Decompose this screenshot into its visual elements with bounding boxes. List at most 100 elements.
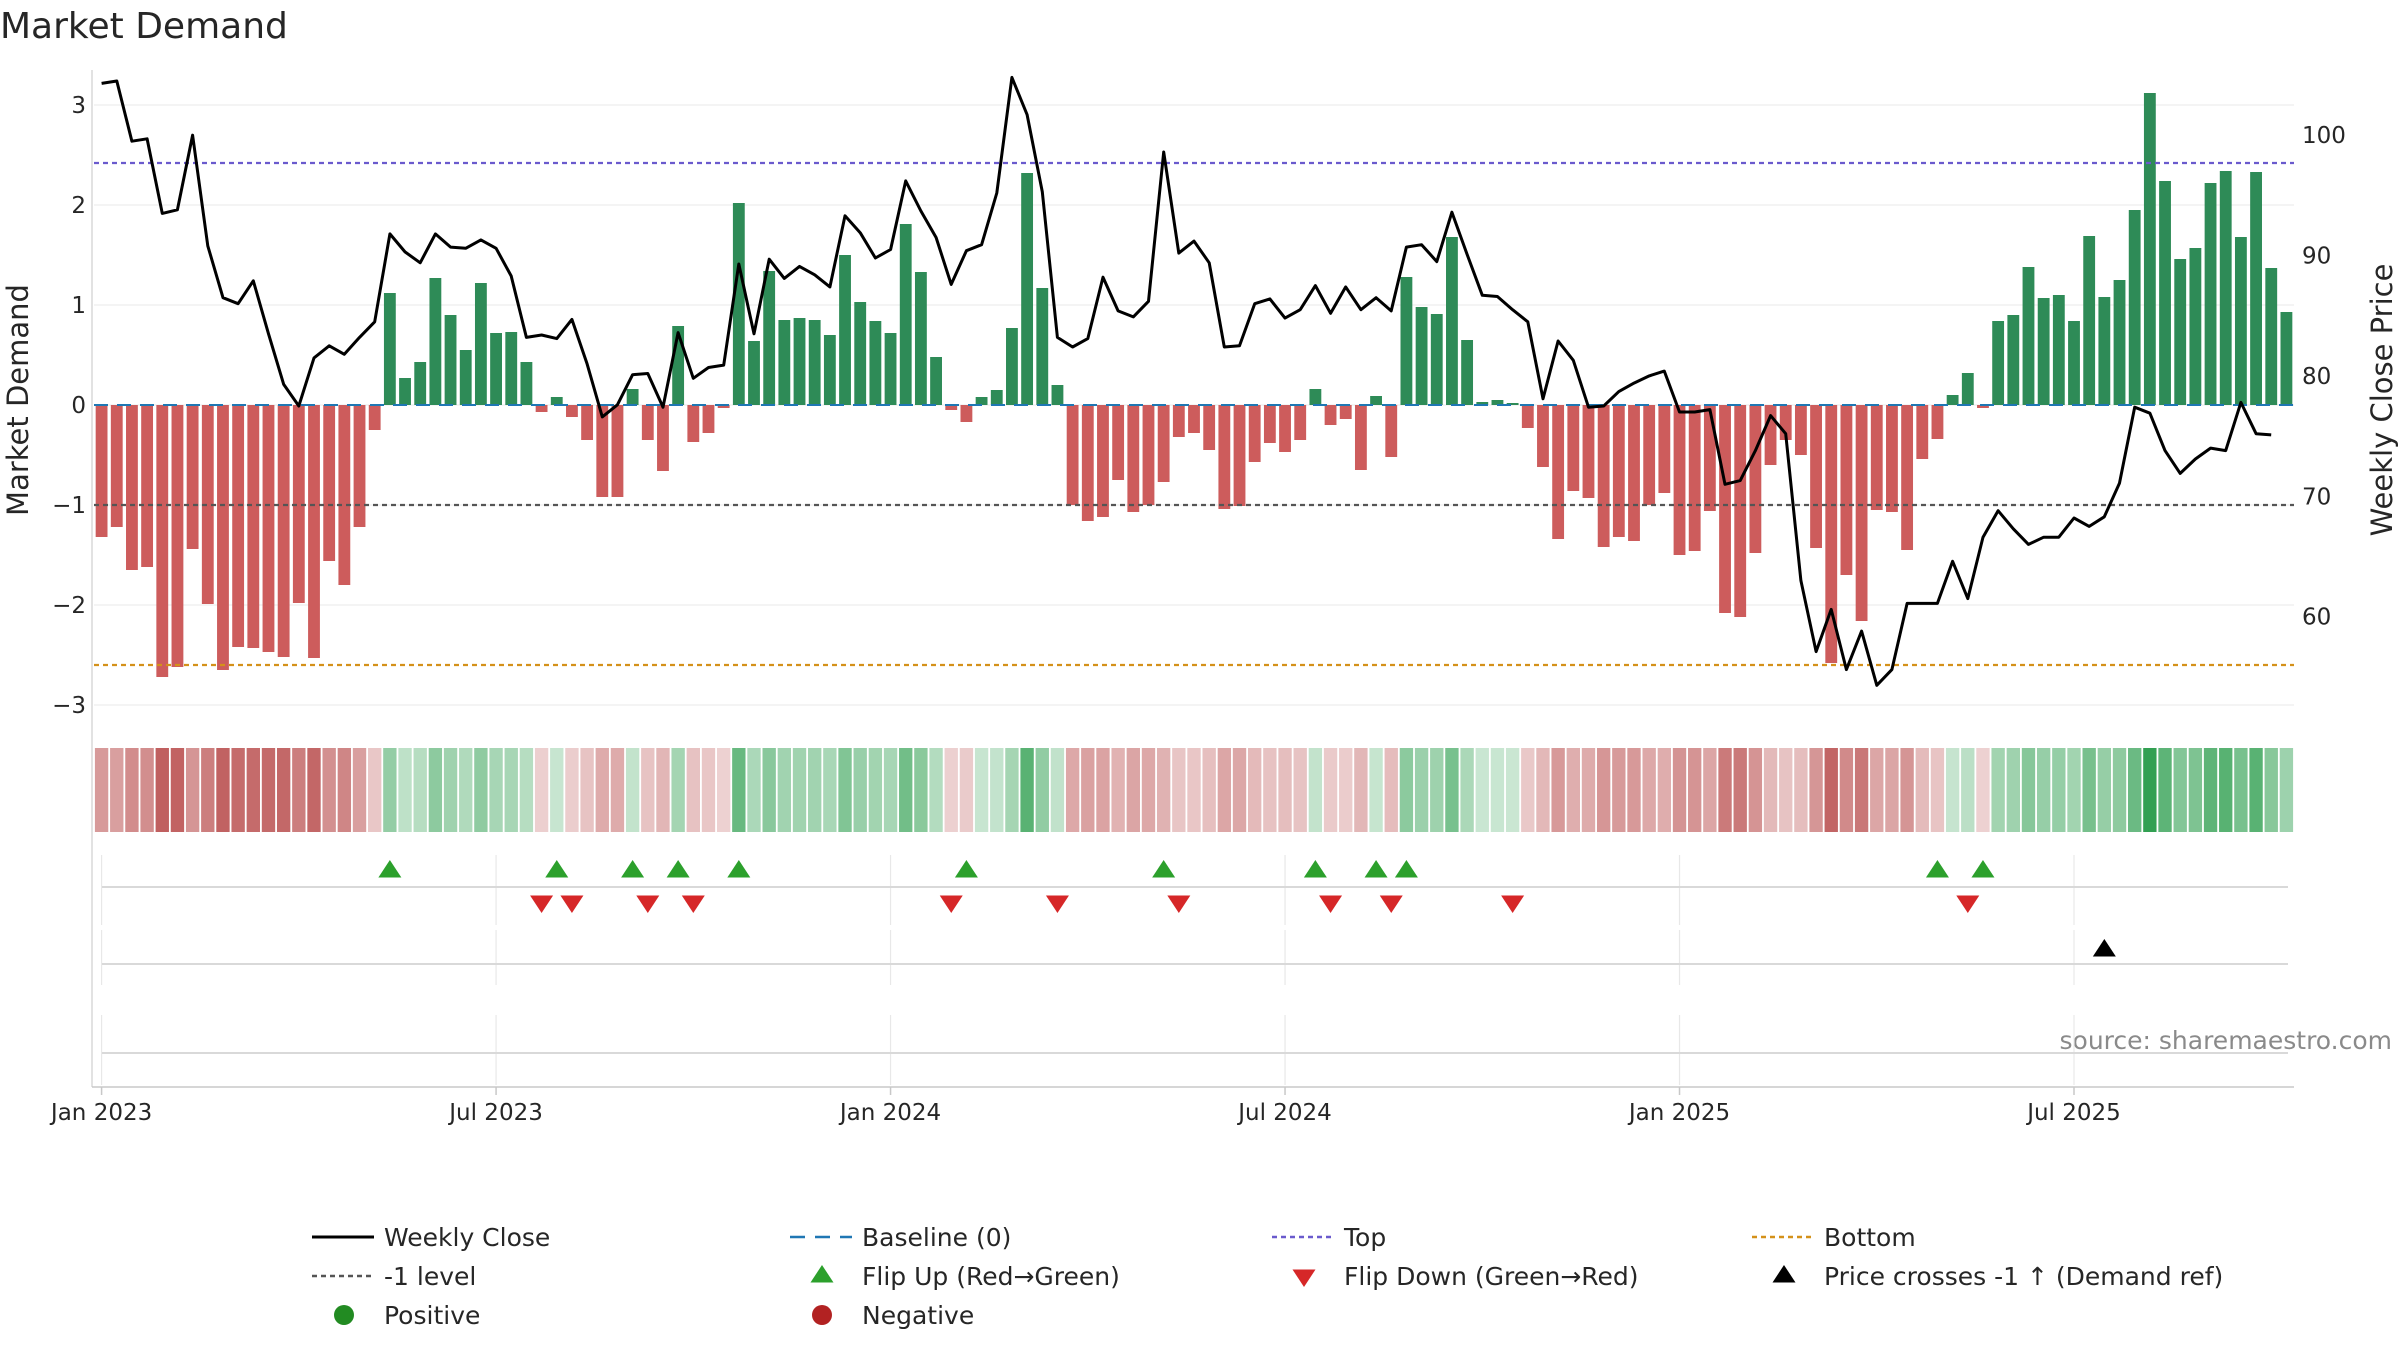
demand-bar bbox=[2174, 259, 2187, 405]
demand-strip-cell bbox=[322, 748, 336, 832]
demand-strip-cell bbox=[1081, 748, 1095, 832]
demand-strip-cell bbox=[246, 748, 260, 832]
flip-down-marker bbox=[636, 895, 660, 913]
demand-bar bbox=[383, 293, 396, 405]
legend-label: Price crosses -1 ↑ (Demand ref) bbox=[1824, 1262, 2223, 1291]
demand-strip-cell bbox=[1141, 748, 1156, 832]
demand-bar bbox=[1537, 405, 1549, 467]
demand-bar bbox=[429, 278, 442, 405]
demand-bar bbox=[414, 362, 427, 405]
demand-bar bbox=[399, 378, 411, 405]
demand-bar bbox=[277, 405, 290, 657]
demand-bar bbox=[95, 405, 108, 537]
demand-strip-cell bbox=[1111, 748, 1125, 832]
flip-up-marker bbox=[727, 860, 751, 878]
flip-up-marker bbox=[666, 860, 690, 878]
demand-bar bbox=[763, 271, 776, 405]
demand-strip-cell bbox=[185, 748, 200, 832]
y2-tick-label: 60 bbox=[2302, 605, 2331, 631]
legend-item: Bottom bbox=[1752, 1223, 1916, 1252]
demand-bar bbox=[156, 405, 169, 677]
demand-strip-cell bbox=[1126, 748, 1140, 832]
demand-bar bbox=[141, 405, 154, 567]
demand-strip-cell bbox=[383, 748, 397, 832]
demand-bar bbox=[1324, 405, 1337, 425]
demand-strip-cell bbox=[1915, 748, 1929, 832]
demand-strip-cell bbox=[1096, 748, 1110, 832]
demand-strip-cell bbox=[1248, 748, 1262, 832]
demand-strip-cell bbox=[550, 748, 564, 832]
demand-bar bbox=[611, 405, 624, 497]
demand-strip-cell bbox=[1050, 748, 1065, 832]
demand-strip-cell bbox=[732, 748, 746, 832]
demand-bar bbox=[535, 405, 548, 412]
demand-strip-cell bbox=[2279, 748, 2294, 832]
demand-strip-cell bbox=[1596, 748, 1611, 832]
demand-bar bbox=[550, 397, 563, 405]
source-credit: source: sharemaestro.com bbox=[2060, 1026, 2393, 1055]
y2-axis-label: Weekly Close Price bbox=[2365, 264, 2399, 537]
demand-bar bbox=[1142, 405, 1155, 505]
demand-strip-cell bbox=[1232, 748, 1247, 832]
demand-bar bbox=[1810, 405, 1822, 548]
demand-bar bbox=[1688, 405, 1701, 551]
demand-bar bbox=[808, 320, 821, 405]
demand-strip-cell bbox=[701, 748, 716, 832]
demand-strip-cell bbox=[307, 748, 321, 832]
demand-bar bbox=[1127, 405, 1140, 512]
demand-bar bbox=[2128, 210, 2141, 405]
demand-bar bbox=[247, 405, 260, 648]
demand-strip-cell bbox=[398, 748, 412, 832]
demand-strip-cell bbox=[1020, 748, 1034, 832]
demand-strip-cell bbox=[1703, 748, 1717, 832]
demand-strip-cell bbox=[944, 748, 958, 832]
legend-item: Negative bbox=[812, 1301, 974, 1330]
demand-bar bbox=[1506, 403, 1519, 405]
demand-bar bbox=[1491, 400, 1504, 405]
demand-bar bbox=[1552, 405, 1565, 539]
demand-bar bbox=[1370, 396, 1382, 405]
demand-bar bbox=[823, 335, 836, 405]
demand-bar bbox=[930, 357, 942, 405]
flip-up-marker bbox=[1303, 860, 1327, 878]
legend-item: Positive bbox=[334, 1301, 480, 1330]
legend-swatch-triangle-up bbox=[1772, 1265, 1796, 1283]
demand-strip-cell bbox=[489, 748, 503, 832]
demand-strip-cell bbox=[990, 748, 1004, 832]
main-plot: 3 2 1 0 −1 −2 −3 100 90 80 70 60 bbox=[52, 70, 2346, 1087]
demand-bar bbox=[1521, 405, 1534, 428]
demand-strip-cell bbox=[959, 748, 974, 832]
demand-bar bbox=[2250, 172, 2262, 405]
demand-bar bbox=[1886, 405, 1898, 512]
demand-strip-cell bbox=[2006, 748, 2020, 832]
demand-bar bbox=[2234, 237, 2247, 405]
legend-item: Weekly Close bbox=[312, 1223, 550, 1252]
y2-tick-label: 90 bbox=[2302, 244, 2331, 270]
legend: Weekly Close Baseline (0) Top Bottom -1 leve… bbox=[312, 1223, 2223, 1330]
y2-tick-label: 80 bbox=[2302, 364, 2331, 390]
demand-bar bbox=[368, 405, 381, 430]
demand-strip-cell bbox=[155, 748, 169, 832]
demand-strip-cell bbox=[352, 748, 367, 832]
flip-down-marker bbox=[1319, 895, 1343, 913]
demand-strip-cell bbox=[1779, 748, 1793, 832]
demand-strip-cell bbox=[1263, 748, 1277, 832]
demand-strip-cell bbox=[1961, 748, 1975, 832]
demand-bar bbox=[641, 405, 654, 440]
demand-strip-cell bbox=[1733, 748, 1747, 832]
demand-bar bbox=[323, 405, 336, 561]
demand-strip-cell bbox=[1460, 748, 1474, 832]
legend-item: Price crosses -1 ↑ (Demand ref) bbox=[1772, 1262, 2223, 1291]
demand-strip-cell bbox=[1657, 748, 1672, 832]
demand-bar bbox=[2068, 321, 2080, 405]
demand-bar bbox=[1157, 405, 1170, 482]
demand-bar bbox=[186, 405, 199, 549]
demand-bar bbox=[2280, 312, 2293, 405]
demand-strip-cell bbox=[1763, 748, 1778, 832]
flip-down-marker bbox=[560, 895, 584, 913]
demand-bar bbox=[1719, 405, 1731, 613]
demand-bar bbox=[171, 405, 184, 667]
legend-swatch-circle bbox=[812, 1305, 832, 1325]
flip-up-marker bbox=[621, 860, 645, 878]
flip-down-marker bbox=[1501, 895, 1525, 913]
